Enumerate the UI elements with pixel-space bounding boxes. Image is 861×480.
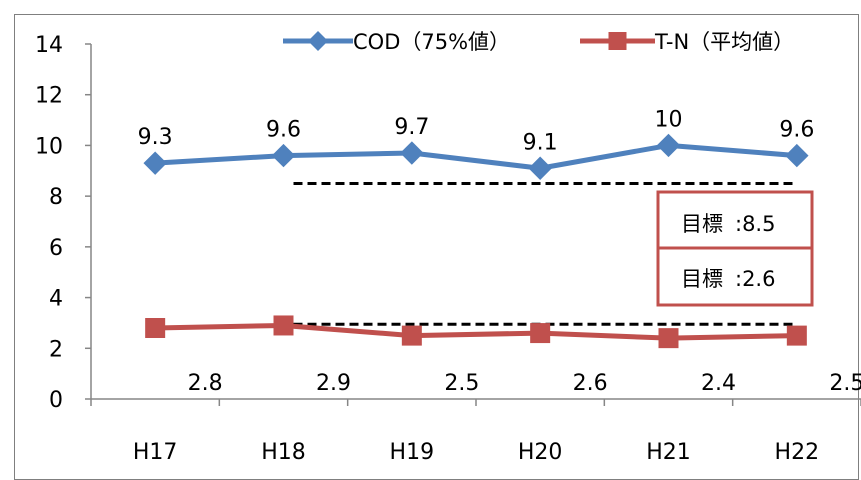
series-line [155, 145, 797, 168]
data-label: 2.5 [829, 371, 861, 396]
data-label: 2.5 [444, 371, 479, 396]
x-tick-label: H18 [261, 440, 306, 465]
x-tick-label: H20 [518, 440, 563, 465]
data-label: 2.4 [701, 371, 736, 396]
data-label: 2.6 [573, 371, 608, 396]
data-point [145, 318, 165, 338]
data-point [402, 326, 422, 346]
target-value: :2.6 [735, 267, 775, 291]
legend-marker [609, 32, 627, 50]
legend: COD（75%値） T-N（平均値） [283, 30, 794, 54]
target-boxes: 目標 :8.5 目標 :2.6 [658, 192, 812, 305]
data-label: 9.7 [394, 115, 429, 140]
data-label: 9.6 [779, 118, 814, 143]
y-tick-label: 14 [35, 33, 63, 58]
x-tick-label: H19 [390, 440, 435, 465]
legend-marker [308, 31, 328, 51]
data-point [659, 328, 679, 348]
data-point [658, 134, 680, 156]
y-tick-label: 6 [49, 236, 63, 261]
y-tick-label: 12 [35, 84, 63, 109]
data-point [273, 145, 295, 167]
data-point [274, 315, 294, 335]
data-point [530, 323, 550, 343]
y-tick-label: 0 [49, 388, 63, 413]
data-label: 9.3 [138, 125, 173, 150]
legend-label: COD（75%値） [353, 30, 510, 54]
data-point [144, 152, 166, 174]
data-point [786, 145, 808, 167]
y-tick-label: 4 [49, 287, 63, 312]
data-point [787, 326, 807, 346]
y-tick-label: 2 [49, 337, 63, 362]
data-label: 9.1 [523, 130, 558, 155]
data-label: 9.6 [266, 118, 301, 143]
data-point [401, 142, 423, 164]
legend-label: T-N（平均値） [654, 30, 794, 54]
x-tick-label: H17 [133, 440, 178, 465]
target-label: 目標 [681, 267, 723, 291]
target-label: 目標 [681, 212, 723, 236]
data-label: 10 [655, 107, 683, 132]
x-tick-label: H21 [646, 440, 691, 465]
target-value: :8.5 [735, 212, 775, 236]
x-tick-label: H22 [775, 440, 820, 465]
y-tick-label: 10 [35, 134, 63, 159]
data-point [529, 157, 551, 179]
series-line [155, 325, 797, 338]
data-label: 2.8 [188, 371, 223, 396]
data-label: 2.9 [316, 371, 351, 396]
y-tick-label: 8 [49, 185, 63, 210]
